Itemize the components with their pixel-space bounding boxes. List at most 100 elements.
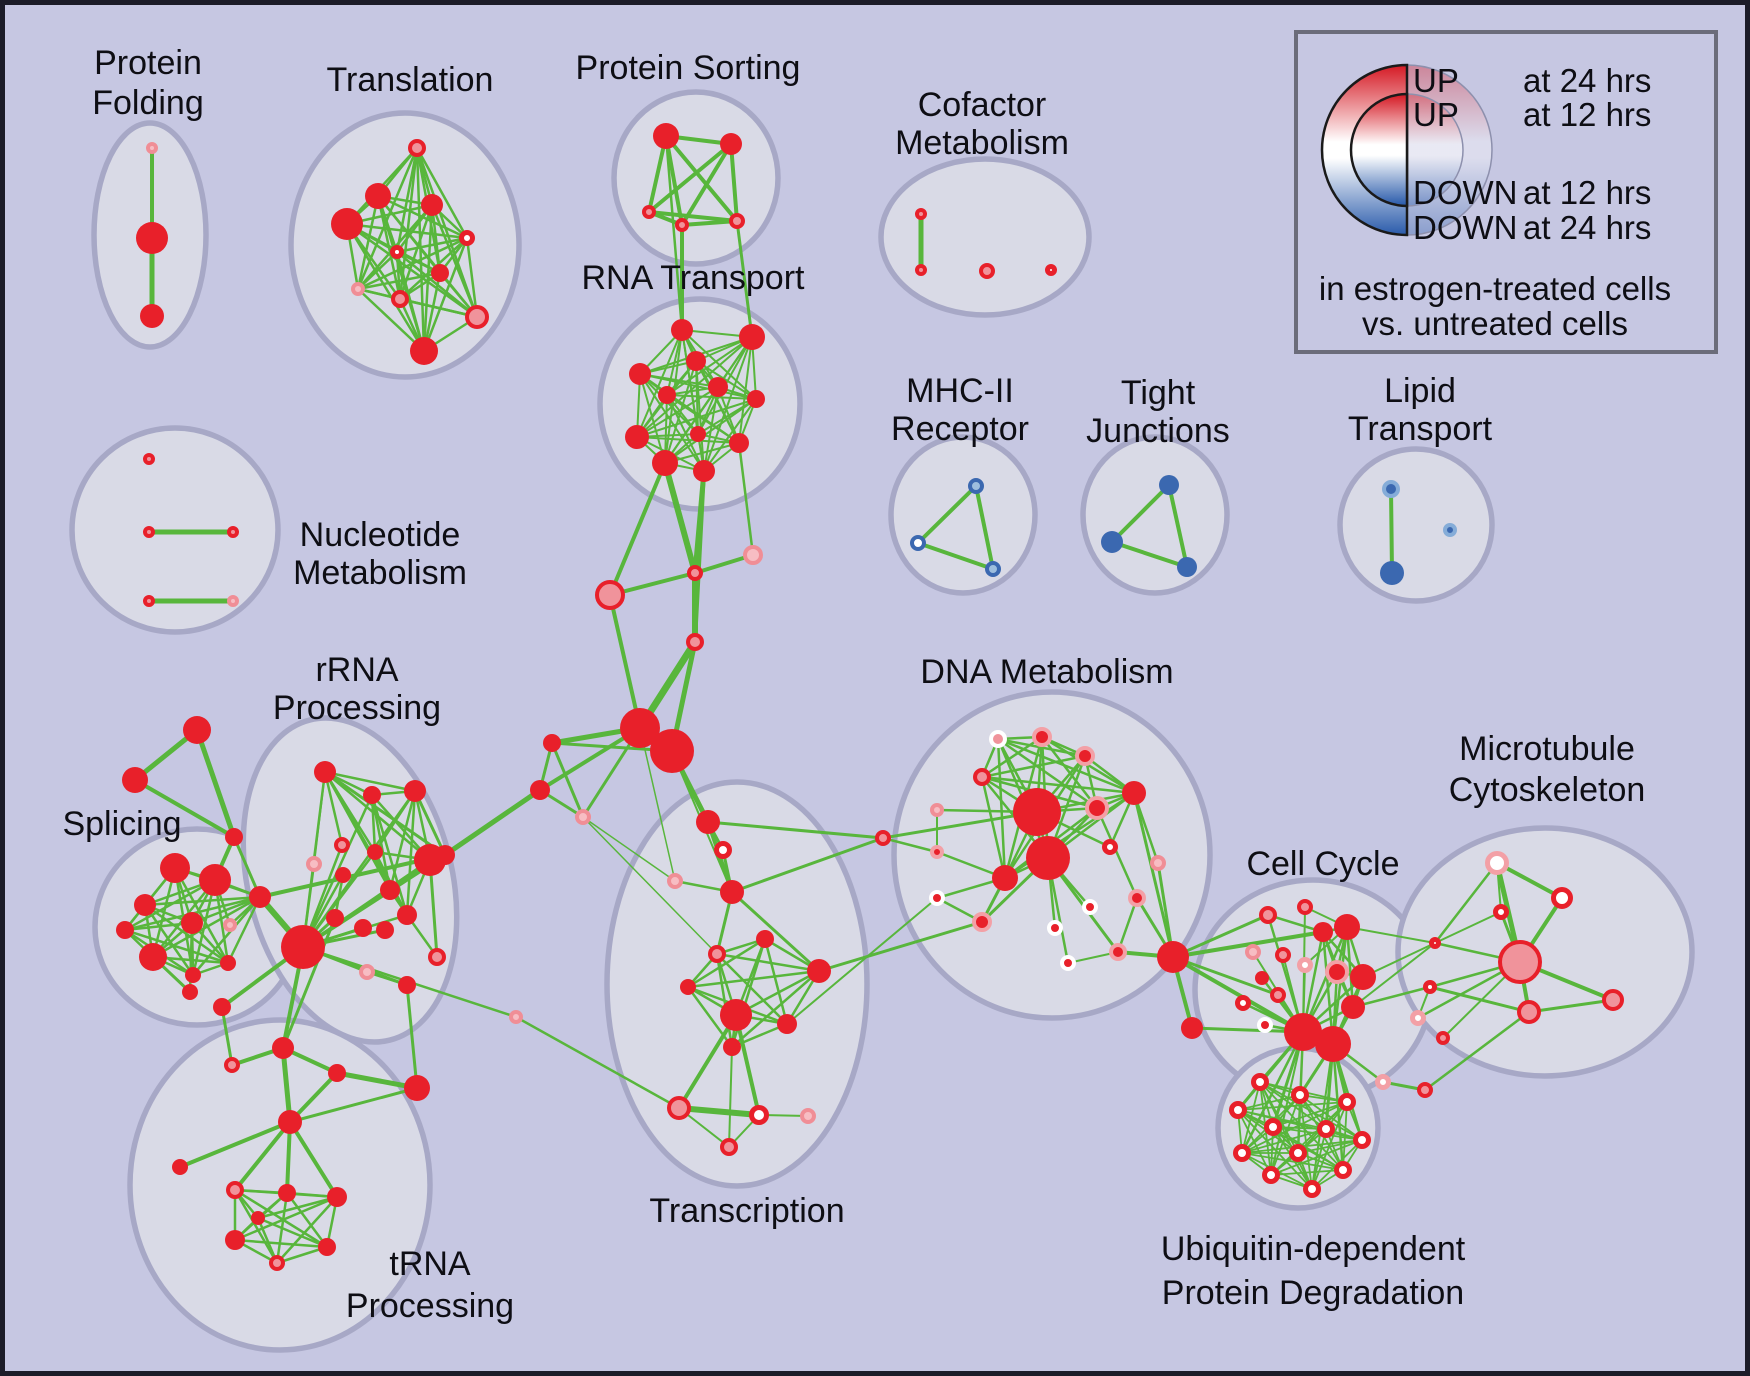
edge-u0-u4: [288, 1120, 339, 1199]
gene-node-g17: [213, 998, 231, 1016]
edge-r10-h0: [662, 460, 698, 576]
gene-node-d8: [930, 845, 944, 859]
gene-node-M9: [1417, 1082, 1433, 1098]
edge-g18-g9: [281, 916, 337, 1050]
gene-node-n1: [143, 526, 155, 538]
gene-node-k15: [1341, 995, 1365, 1019]
edge-r3-r7: [639, 373, 699, 435]
edge-w3-w4: [1272, 1101, 1348, 1128]
edge-x9-d14: [786, 897, 938, 1025]
gene-node-r8: [625, 425, 649, 449]
cluster-label-microtubule-cytoskeleton: Cytoskeleton: [1449, 771, 1646, 809]
edge-t4-t9: [465, 236, 479, 319]
gene-node-g20: [404, 1075, 430, 1101]
gene-node-k5: [1275, 947, 1291, 963]
edge-g0-g2: [323, 770, 417, 793]
gene-node-M4: [1517, 1000, 1541, 1024]
gene-node-e2: [1443, 523, 1457, 537]
edge-j0-j1: [1110, 483, 1171, 544]
legend-up24-time: at 24 hrs: [1523, 62, 1651, 99]
edge-t6-t7: [356, 271, 442, 291]
gene-node-g7: [380, 880, 400, 900]
gene-node-r6: [747, 390, 765, 408]
edge-x4-x9: [763, 937, 789, 1026]
gene-node-x7: [807, 959, 831, 983]
gene-node-k7: [1325, 960, 1349, 984]
gene-node-g0: [314, 761, 336, 783]
gene-node-e0: [1382, 480, 1400, 498]
edge-k14-w11: [1311, 1043, 1334, 1190]
edge-d0-d11: [996, 737, 1007, 880]
gene-node-k1: [1297, 899, 1313, 915]
edge-p0-r0: [664, 134, 684, 332]
cluster-label-mhc-ii-receptor: Receptor: [891, 410, 1029, 448]
cluster-bubble-trna-processing: [127, 1017, 433, 1353]
edge-l2-x2: [582, 816, 676, 882]
gene-node-p4: [729, 213, 745, 229]
edge-t3-t4: [345, 222, 469, 240]
edge-x7-d15: [817, 920, 984, 973]
edge-s7-s9: [226, 895, 262, 965]
gene-node-g4: [306, 856, 322, 872]
gene-node-t4: [459, 230, 475, 246]
gene-node-r3: [629, 363, 651, 385]
edge-v1-v2: [133, 778, 236, 839]
gene-node-k13: [1284, 1013, 1322, 1051]
edge-p1-p4: [729, 142, 739, 223]
edge-g17-g21: [220, 1005, 234, 1067]
gene-node-x3: [720, 880, 744, 904]
edge-u5-u6: [233, 1238, 329, 1249]
gene-node-h2: [595, 580, 625, 610]
cluster-label-nucleotide-metabolism: Metabolism: [293, 554, 467, 592]
gene-node-g3: [334, 837, 350, 853]
gene-node-u7: [269, 1255, 285, 1271]
edge-d21-k13: [1171, 955, 1305, 1034]
gene-node-w10: [1262, 1166, 1280, 1184]
edge-t2-t9: [430, 203, 479, 319]
gene-node-hb1: [620, 708, 660, 748]
cluster-label-ubiquitin-degradation: Protein Degradation: [1162, 1274, 1464, 1312]
edge-r10-h2: [608, 461, 667, 597]
gene-node-q1: [910, 535, 926, 551]
gene-node-M3: [1498, 940, 1542, 984]
edge-d2-d3: [980, 754, 1087, 779]
edge-k14-w9: [1331, 1042, 1345, 1172]
gene-node-c0: [915, 208, 927, 220]
gene-node-c1: [915, 264, 927, 276]
cluster-label-protein-sorting: Protein Sorting: [576, 49, 801, 87]
cluster-label-lipid-transport: Transport: [1348, 410, 1493, 448]
gene-node-t2: [421, 194, 443, 216]
gene-node-d16: [1128, 889, 1146, 907]
gene-node-h3: [686, 633, 704, 651]
edge-t2-t6: [430, 203, 442, 275]
gene-node-g5: [367, 844, 383, 860]
edge-g2-g12: [405, 789, 417, 917]
gene-node-w3: [1338, 1093, 1356, 1111]
gene-node-d15: [972, 912, 992, 932]
gene-node-w9: [1334, 1161, 1352, 1179]
legend-box: [1294, 30, 1718, 354]
gene-node-s2: [134, 894, 156, 916]
gene-node-w0: [1251, 1073, 1269, 1091]
edge-w5-w7: [1241, 1128, 1327, 1154]
gene-node-s10: [116, 921, 134, 939]
edge-w4-w6: [1272, 1126, 1363, 1141]
edge-r1-r8: [636, 336, 753, 438]
edge-s5-s9: [151, 895, 262, 959]
gene-node-s8: [182, 984, 198, 1000]
edge-x5-x9: [715, 952, 789, 1026]
edge-w9-w10: [1270, 1169, 1344, 1176]
gene-node-t8: [391, 290, 409, 308]
edge-s7-s10: [123, 928, 230, 965]
edge-l3-g2: [413, 789, 447, 857]
gene-node-n4: [227, 595, 239, 607]
gene-node-M5: [1602, 989, 1624, 1011]
edge-p1-p3: [680, 142, 733, 227]
edge-d7-d8: [881, 836, 939, 854]
gene-node-l0: [543, 734, 561, 752]
cluster-label-cell-cycle: Cell Cycle: [1246, 845, 1399, 883]
edge-s2-s9: [143, 895, 262, 907]
gene-node-x6: [680, 979, 696, 995]
gene-node-t7: [351, 282, 365, 296]
